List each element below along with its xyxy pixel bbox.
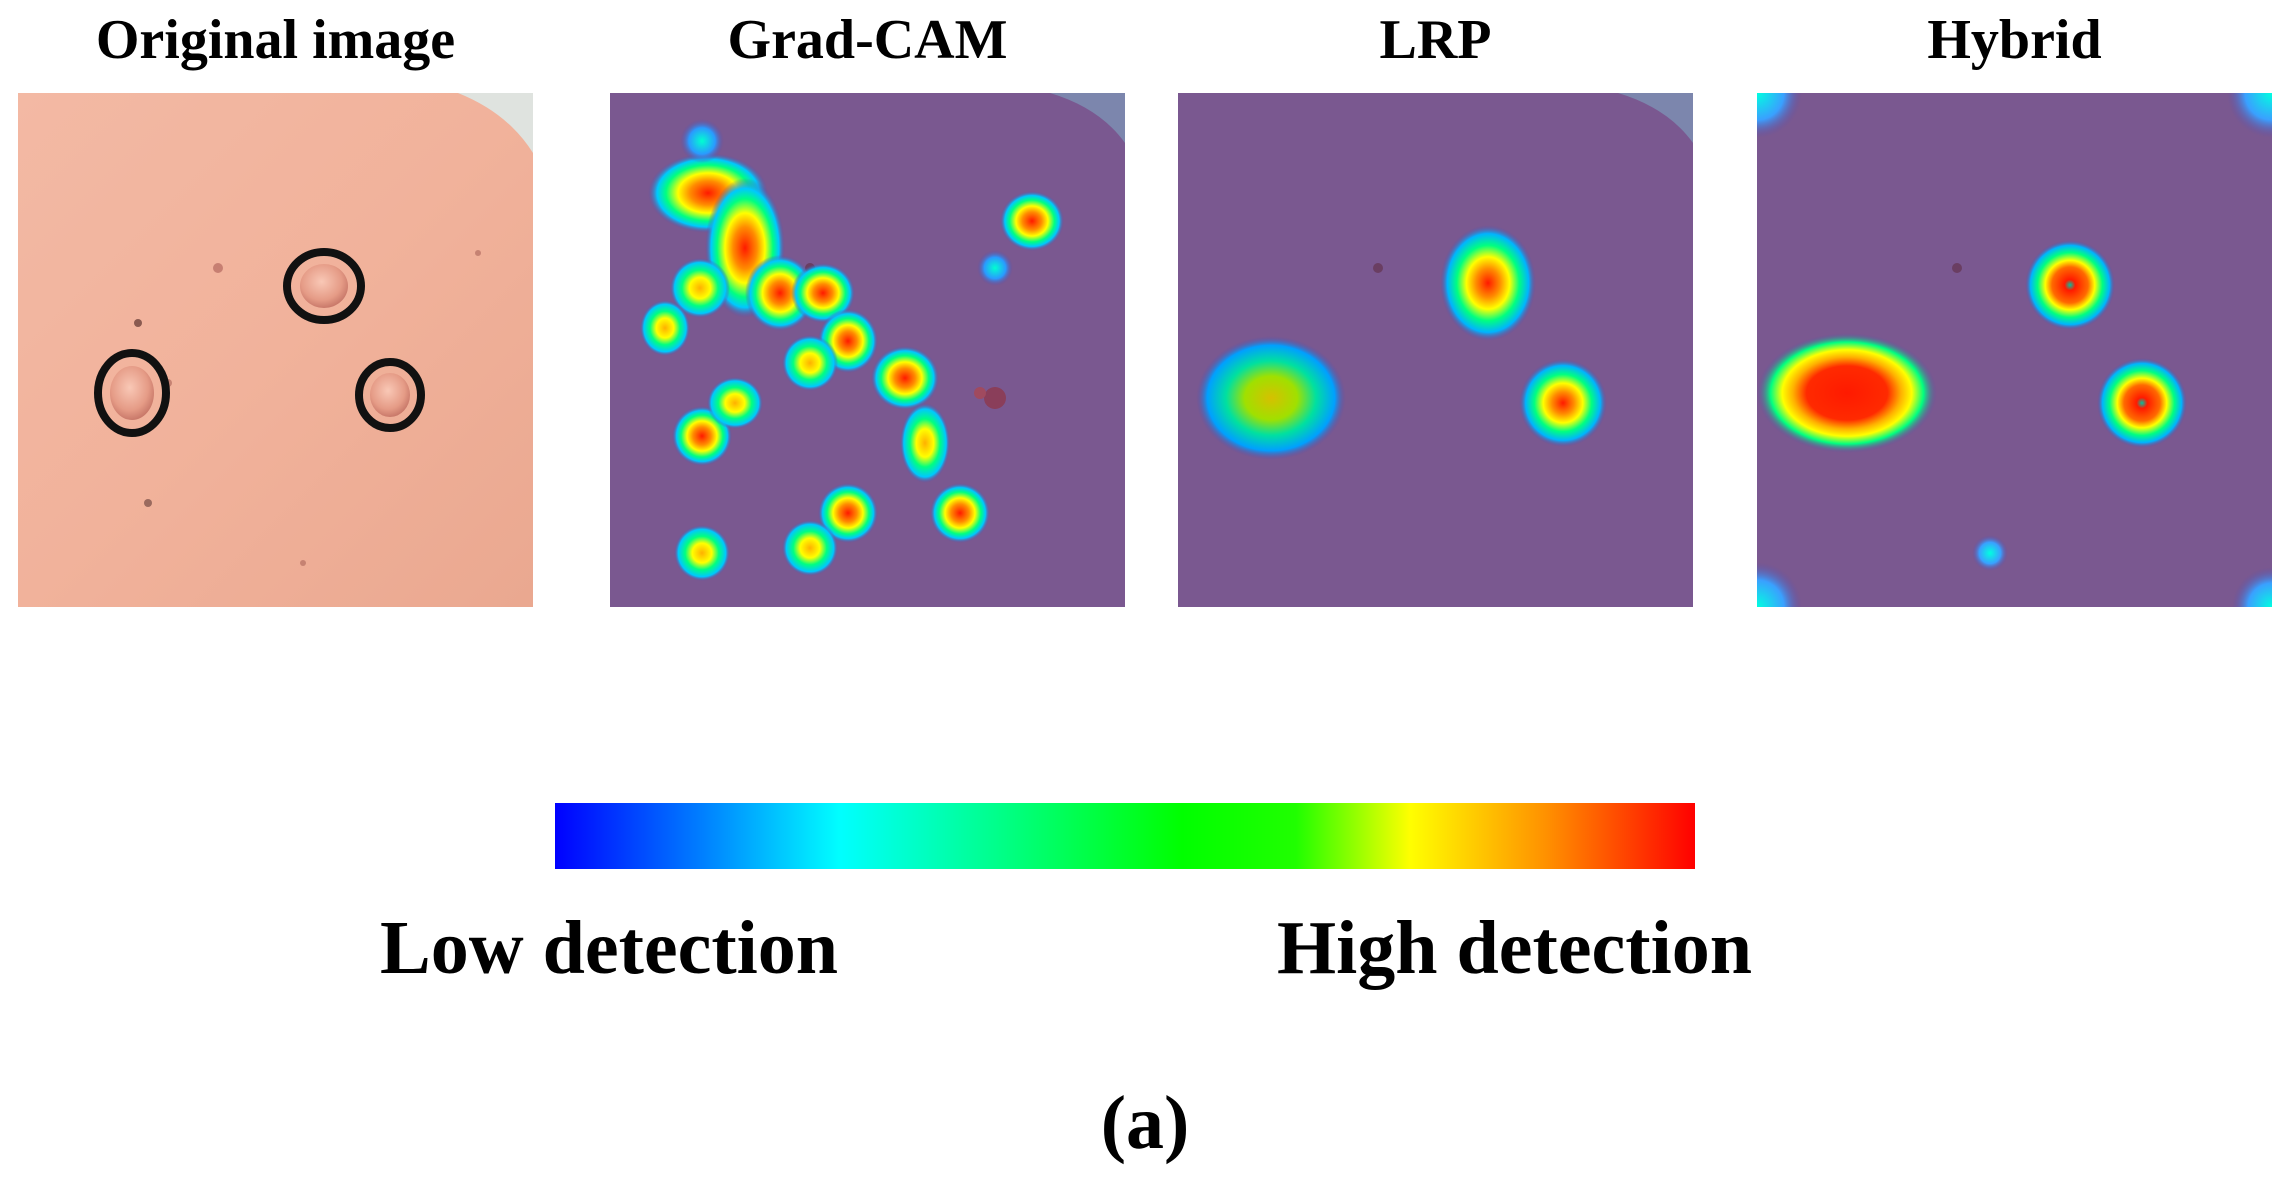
figure-caption: (a) — [1100, 1081, 1190, 1165]
hybrid-heatmap — [1757, 93, 2272, 607]
mole-3 — [370, 373, 410, 417]
panel-title-hybrid: Hybrid — [1927, 9, 2102, 71]
high-detection-label: High detection — [1277, 906, 1752, 990]
panel-title-lrp: LRP — [1379, 9, 1492, 71]
mole-1 — [300, 264, 348, 308]
original-image — [18, 93, 533, 607]
gradcam-heatmap — [610, 93, 1125, 607]
lesion-circle-1 — [283, 248, 365, 324]
panel-title-gradcam: Grad-CAM — [727, 9, 1008, 71]
low-detection-label: Low detection — [380, 906, 839, 990]
lrp-heatmap — [1178, 93, 1693, 607]
lesion-circle-3 — [355, 358, 425, 432]
mole-2 — [110, 366, 154, 420]
panel-title-original: Original image — [95, 9, 456, 71]
lesion-circle-2 — [94, 349, 170, 437]
detection-colorbar — [555, 803, 1695, 869]
